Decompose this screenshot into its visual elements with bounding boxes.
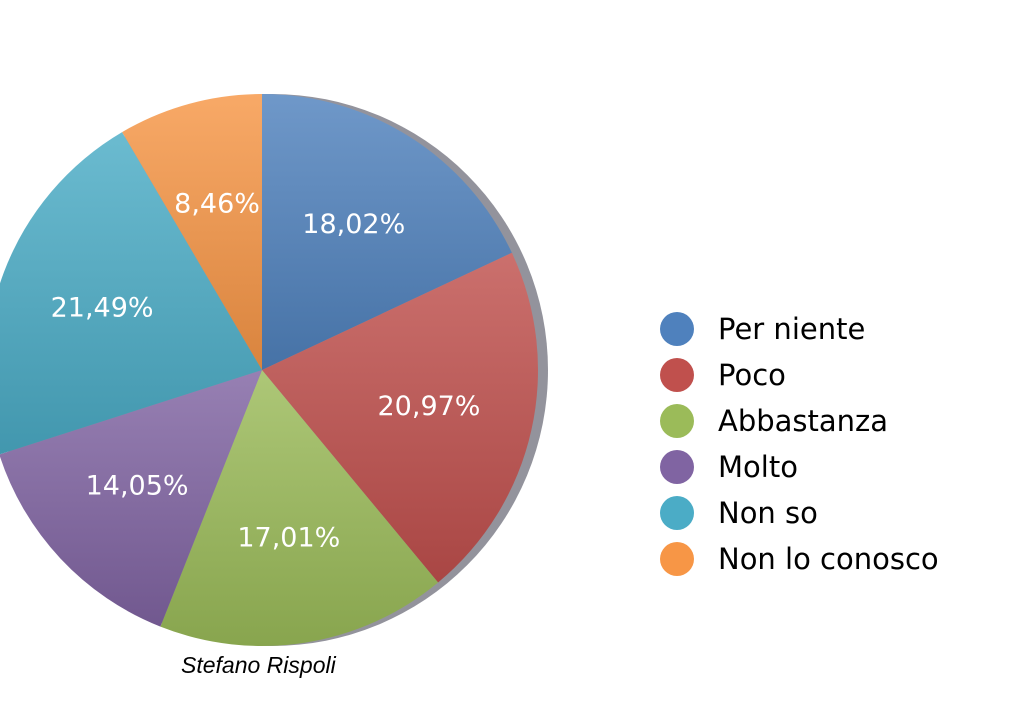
slice-data-label: 21,49% xyxy=(51,293,154,324)
legend-swatch xyxy=(660,404,694,438)
slice-data-label: 20,97% xyxy=(378,391,481,422)
pie-slice-abbastanza xyxy=(160,370,439,646)
slice-data-label: 17,01% xyxy=(237,523,340,554)
legend-item-non-lo-conosco: Non lo conosco xyxy=(660,536,1000,582)
pie-slice-per-niente xyxy=(262,94,512,370)
author-credit: Stefano Rispoli xyxy=(181,652,336,678)
legend-swatch xyxy=(660,496,694,530)
legend-item-molto: Molto xyxy=(660,444,1000,490)
legend-label: Per niente xyxy=(718,312,866,346)
slice-labels: 18,02% 20,97% 17,01% 14,05% 21,49% 8,46% xyxy=(51,188,481,553)
slice-data-label: 8,46% xyxy=(174,188,260,219)
legend-swatch xyxy=(660,312,694,346)
legend-swatch xyxy=(660,542,694,576)
legend-swatch xyxy=(660,450,694,484)
legend: Per niente Poco Abbastanza Molto Non so … xyxy=(660,306,1000,582)
pie-slice-non-so xyxy=(0,132,262,455)
legend-item-abbastanza: Abbastanza xyxy=(660,398,1000,444)
legend-item-non-so: Non so xyxy=(660,490,1000,536)
slice-data-label: 14,05% xyxy=(86,470,189,501)
legend-label: Poco xyxy=(718,358,786,392)
pie-slice-molto xyxy=(0,370,262,627)
legend-item-per-niente: Per niente xyxy=(660,306,1000,352)
pie-slices xyxy=(0,94,538,646)
legend-swatch xyxy=(660,358,694,392)
legend-label: Abbastanza xyxy=(718,404,889,438)
slice-data-label: 18,02% xyxy=(302,209,405,240)
pie-slice-non-lo-conosco xyxy=(122,94,262,370)
pie-slice-poco xyxy=(262,252,538,583)
legend-label: Non so xyxy=(718,496,818,530)
legend-label: Non lo conosco xyxy=(718,542,939,576)
legend-label: Molto xyxy=(718,450,798,484)
legend-item-poco: Poco xyxy=(660,352,1000,398)
